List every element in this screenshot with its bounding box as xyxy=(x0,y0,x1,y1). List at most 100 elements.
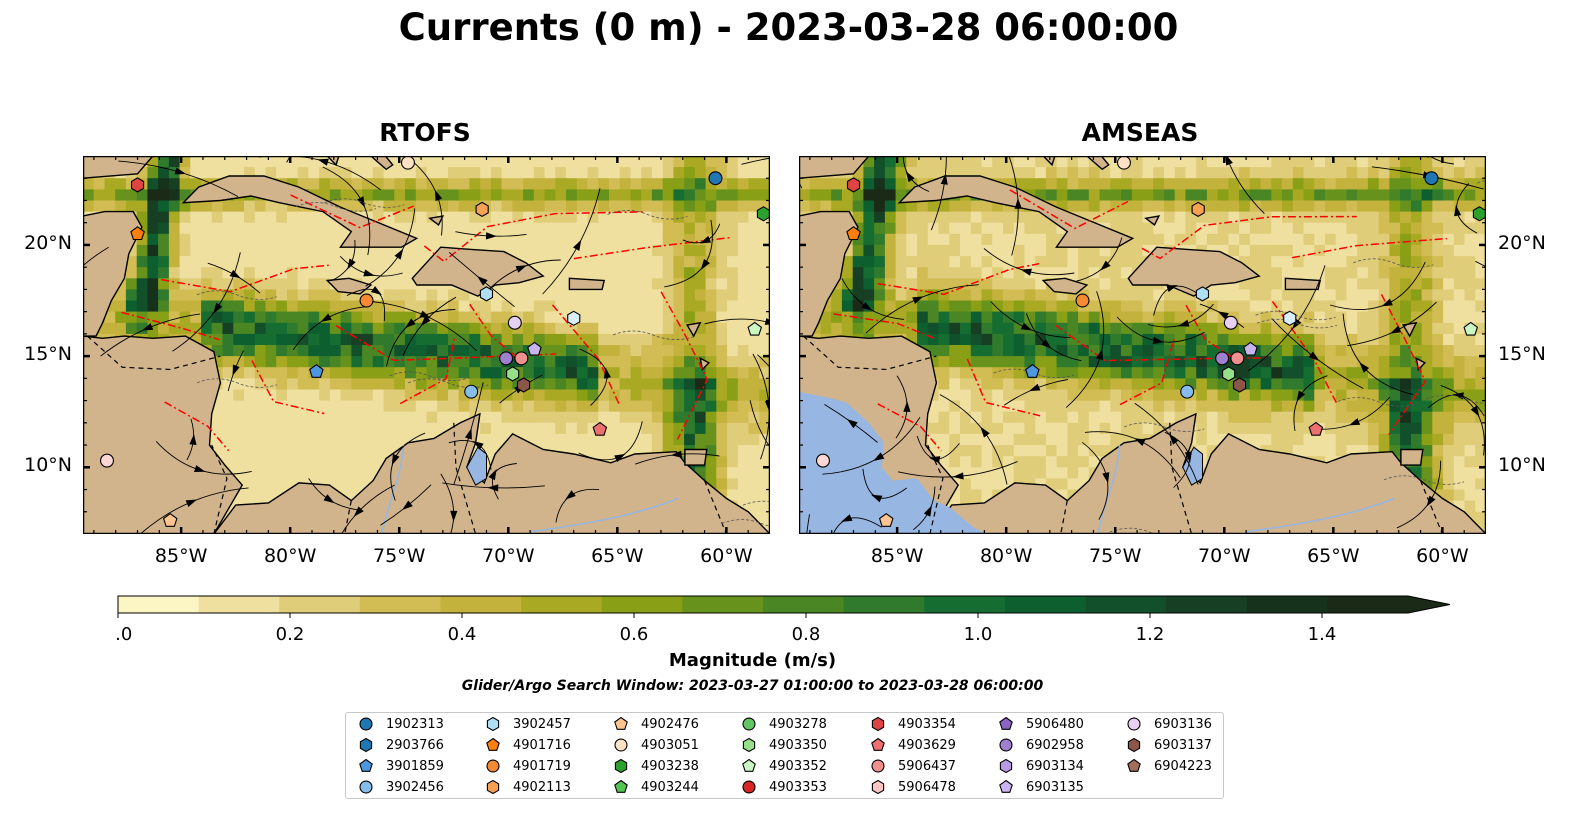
land-hispaniola xyxy=(411,246,545,297)
river xyxy=(529,497,679,533)
legend-marker-4903353 xyxy=(742,780,756,794)
streamline-arrow xyxy=(487,484,499,492)
legend-marker-4903350 xyxy=(742,737,756,753)
streamline-arrow xyxy=(371,286,382,296)
streamline-arrow xyxy=(1454,205,1462,217)
streamline xyxy=(704,318,770,325)
colorbar-tick-label: 1.0 xyxy=(964,624,993,645)
panel-title-rtofs: RTOFS xyxy=(379,118,471,147)
land-bahamas2 xyxy=(369,156,394,171)
hexagon-marker-icon xyxy=(486,779,500,795)
land-centralAmerica xyxy=(83,335,244,534)
streamlines xyxy=(83,156,770,534)
legend-label: 5906480 xyxy=(1026,716,1084,732)
streamline-arrow xyxy=(485,232,497,240)
y-tick-label-left: 10°N xyxy=(24,454,72,477)
streamline-arrow xyxy=(1178,319,1190,327)
legend-item-3901859: 3901859 xyxy=(358,756,444,776)
legend-item-4902113: 4902113 xyxy=(485,777,571,797)
streamline-arrow xyxy=(871,494,883,503)
streamline-arrow xyxy=(391,453,400,466)
country-border xyxy=(927,444,944,534)
bathymetry-contour xyxy=(389,371,470,381)
legend-label: 6903137 xyxy=(1154,737,1212,753)
streamline-arrow xyxy=(515,265,527,273)
platform-4903051-marker xyxy=(1116,156,1131,170)
streamline-arrow xyxy=(213,302,223,314)
platform-3901859-marker xyxy=(309,364,324,378)
streamline-arrow xyxy=(1102,472,1110,484)
streamline-arrow xyxy=(189,433,197,445)
streamline-arrow xyxy=(1184,451,1192,463)
legend-label: 3902457 xyxy=(513,716,571,732)
streamline-arrow xyxy=(764,318,770,325)
colorbar-tick-label: 1.2 xyxy=(1136,624,1165,645)
pentagon-marker-icon xyxy=(871,737,885,751)
legend-marker-6903135 xyxy=(999,779,1013,793)
streamline-arrow xyxy=(700,259,710,270)
river xyxy=(1097,445,1121,534)
legend-item-4903051: 4903051 xyxy=(613,735,699,755)
platform-6903135-marker xyxy=(1243,341,1258,356)
streamline-arrow xyxy=(1225,156,1233,166)
x-tick-label-right: 60°W xyxy=(1416,545,1469,567)
legend-label: 3901859 xyxy=(386,758,444,774)
streamline-arrow xyxy=(980,426,990,438)
colorbar-outline xyxy=(117,595,1451,614)
platform-4903354-marker xyxy=(846,177,861,193)
hexagon-marker-icon xyxy=(871,779,885,795)
legend-label: 4903352 xyxy=(769,758,827,774)
legend-marker-4901719 xyxy=(486,759,500,773)
platform-6903137-marker xyxy=(1232,377,1247,393)
country-border xyxy=(86,335,221,371)
legend-marker-6903137 xyxy=(1127,737,1141,753)
land-trinidad xyxy=(1400,448,1424,466)
colorbar-segment xyxy=(1004,596,1086,613)
eez-boundaries xyxy=(121,194,731,452)
legend-marker-4903051 xyxy=(614,738,628,752)
pentagon-marker-icon xyxy=(1127,758,1141,772)
colorbar-segment xyxy=(763,596,845,613)
legend-item-6904223: 6904223 xyxy=(1126,756,1212,776)
legend-label: 4903051 xyxy=(641,737,699,753)
platform-4901716-marker xyxy=(846,226,861,241)
river xyxy=(381,445,405,534)
pentagon-marker-icon xyxy=(999,716,1013,730)
land-yucatan xyxy=(83,210,143,337)
legend-item-4903238: 4903238 xyxy=(613,756,699,776)
streamline-arrow xyxy=(347,258,356,270)
bathymetry-contour xyxy=(1124,422,1205,432)
platform-3902456-marker xyxy=(1180,384,1195,399)
circle-marker-icon xyxy=(999,738,1013,752)
streamline-arrow xyxy=(435,189,443,202)
streamline-arrow xyxy=(1390,325,1402,334)
platform-6903137-marker xyxy=(516,377,531,393)
colorbar-tick-label: 0.0 xyxy=(116,624,132,645)
legend-item-4903354: 4903354 xyxy=(870,714,956,734)
land-gulfLand xyxy=(799,156,870,179)
colorbar-label: Magnitude (m/s) xyxy=(668,650,837,671)
streamline-arrow xyxy=(141,323,154,331)
streamline-arrow xyxy=(614,453,626,462)
colorbar-segment xyxy=(1166,596,1248,613)
legend-marker-4903354 xyxy=(871,716,885,732)
streamline-arrow xyxy=(952,472,964,480)
legend-item-4902476: 4902476 xyxy=(613,714,699,734)
streamline-arrow xyxy=(194,465,206,472)
land-puertoRico xyxy=(568,277,606,291)
legend-label: 4903353 xyxy=(769,779,827,795)
platform-4903629-marker xyxy=(1308,421,1324,436)
streamline-arrow xyxy=(670,450,682,458)
streamline-arrow xyxy=(1152,336,1164,344)
land-martinique xyxy=(699,357,711,371)
tick-marks xyxy=(83,156,770,534)
legend-item-4903629: 4903629 xyxy=(870,735,956,755)
streamline-arrow xyxy=(923,505,932,517)
streamline-arrow xyxy=(185,499,197,507)
streamline-arrow xyxy=(232,364,240,376)
hexagon-marker-icon xyxy=(871,716,885,732)
legend-label: 4903629 xyxy=(898,737,956,753)
colorbar-tick-label: 0.2 xyxy=(276,624,305,645)
platform-4901719-marker xyxy=(1075,293,1090,308)
country-border xyxy=(453,422,477,534)
